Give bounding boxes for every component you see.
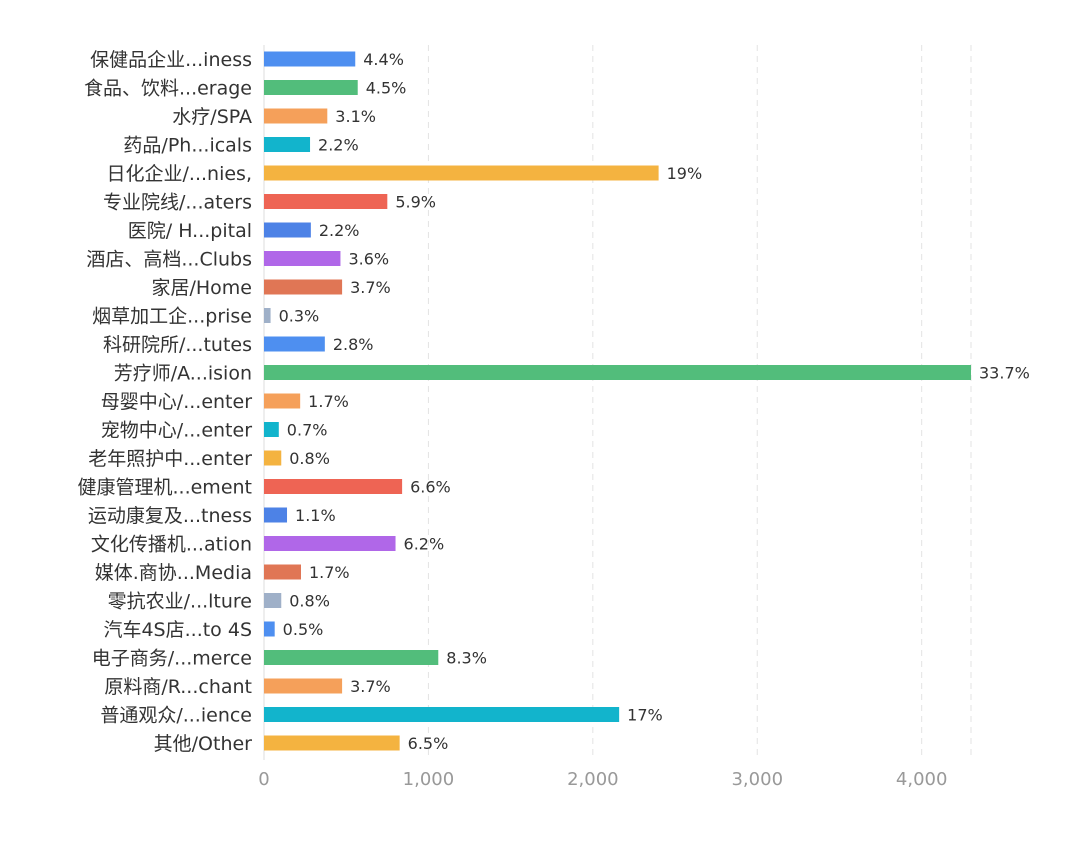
- category-label: 文化传播机...ation: [91, 534, 252, 556]
- category-label: 家居/Home: [151, 277, 252, 299]
- category-label: 药品/Ph...icals: [123, 135, 252, 157]
- category-label: 芳疗师/A...ision: [114, 363, 252, 385]
- bar: [264, 393, 301, 409]
- data-label: 0.8%: [289, 449, 330, 468]
- bar: [264, 564, 301, 580]
- category-label: 水疗/SPA: [172, 106, 252, 128]
- data-label: 1.1%: [295, 506, 336, 525]
- category-label: 媒体.商协...Media: [95, 562, 252, 584]
- bar: [264, 650, 439, 665]
- category-label: 医院/ H...pital: [128, 220, 252, 242]
- category-label: 日化企业/...nies,: [107, 163, 252, 185]
- bar: [264, 51, 356, 67]
- bar: [264, 336, 325, 352]
- category-label: 母婴中心/...enter: [101, 391, 252, 413]
- bar: [264, 621, 275, 637]
- data-label: 0.7%: [287, 421, 328, 440]
- bar: [264, 308, 271, 323]
- category-label: 专业院线/...aters: [103, 192, 252, 214]
- data-label: 1.7%: [309, 563, 350, 582]
- data-label: 6.2%: [404, 535, 445, 554]
- category-label: 原料商/R...chant: [104, 676, 252, 698]
- bar: [264, 707, 620, 722]
- category-label: 运动康复及...tness: [88, 505, 252, 527]
- data-label: 4.5%: [366, 79, 407, 98]
- bar: [264, 165, 659, 181]
- bar: [264, 279, 343, 295]
- bar: [264, 80, 358, 95]
- bar: [264, 536, 396, 551]
- data-label: 19%: [667, 164, 703, 183]
- bar: [264, 251, 341, 266]
- bar: [264, 593, 282, 608]
- bar: [264, 108, 328, 124]
- data-label: 2.2%: [318, 136, 359, 155]
- data-label: 0.3%: [279, 307, 320, 326]
- data-label: 3.7%: [350, 677, 391, 696]
- data-label: 2.8%: [333, 335, 374, 354]
- data-label: 2.2%: [319, 221, 360, 240]
- data-label: 6.6%: [410, 478, 451, 497]
- bar: [264, 137, 311, 152]
- category-label: 零抗农业/...lture: [108, 591, 252, 613]
- category-label: 宠物中心/...enter: [101, 420, 252, 442]
- data-label: 5.9%: [395, 193, 436, 212]
- bar: [264, 422, 279, 437]
- category-label: 酒店、高档...Clubs: [86, 249, 252, 271]
- data-label: 4.4%: [363, 50, 404, 69]
- bar: [264, 735, 400, 751]
- bar: [264, 507, 288, 523]
- category-label: 普通观众/...ience: [100, 705, 252, 727]
- data-label: 17%: [627, 706, 663, 725]
- category-label: 保健品企业...iness: [90, 49, 252, 71]
- category-labels: 保健品企业...iness 食品、饮料...erage 水疗/SPA 药品/Ph...…: [78, 49, 253, 755]
- x-tick-label: 2,000: [567, 769, 619, 790]
- category-label: 烟草加工企...prise: [92, 306, 252, 328]
- category-label: 电子商务/...merce: [92, 648, 252, 670]
- category-label: 食品、饮料...erage: [84, 78, 252, 100]
- data-label: 0.8%: [289, 592, 330, 611]
- category-label: 汽车4S店...to 4S: [103, 619, 252, 641]
- data-label: 1.7%: [308, 392, 349, 411]
- bar: [264, 194, 388, 209]
- category-label: 其他/Other: [154, 733, 253, 755]
- bar: [264, 450, 282, 466]
- data-label: 33.7%: [979, 364, 1030, 383]
- data-label: 0.5%: [283, 620, 324, 639]
- data-labels: 4.4% 4.5% 3.1% 2.2% 19% 5.9% 2.2% 3.6% 3.7% 0.3% 2…: [279, 50, 1030, 753]
- x-tick-label: 0: [258, 769, 269, 790]
- x-tick-label: 1,000: [403, 769, 455, 790]
- x-axis-ticks: 0 1,000 2,000 3,000 4,000: [258, 769, 947, 790]
- data-label: 3.1%: [335, 107, 376, 126]
- category-label: 老年照护中...enter: [88, 448, 252, 470]
- category-label: 科研院所/...tutes: [103, 334, 252, 356]
- x-tick-label: 3,000: [731, 769, 783, 790]
- bar: [264, 365, 971, 380]
- x-tick-label: 4,000: [896, 769, 948, 790]
- data-label: 8.3%: [446, 649, 487, 668]
- data-label: 3.6%: [348, 250, 389, 269]
- bar: [264, 479, 403, 494]
- bar: [264, 222, 311, 238]
- category-label: 健康管理机...ement: [78, 477, 253, 499]
- data-label: 6.5%: [408, 734, 449, 753]
- bars: [264, 51, 971, 751]
- data-label: 3.7%: [350, 278, 391, 297]
- bar: [264, 678, 343, 694]
